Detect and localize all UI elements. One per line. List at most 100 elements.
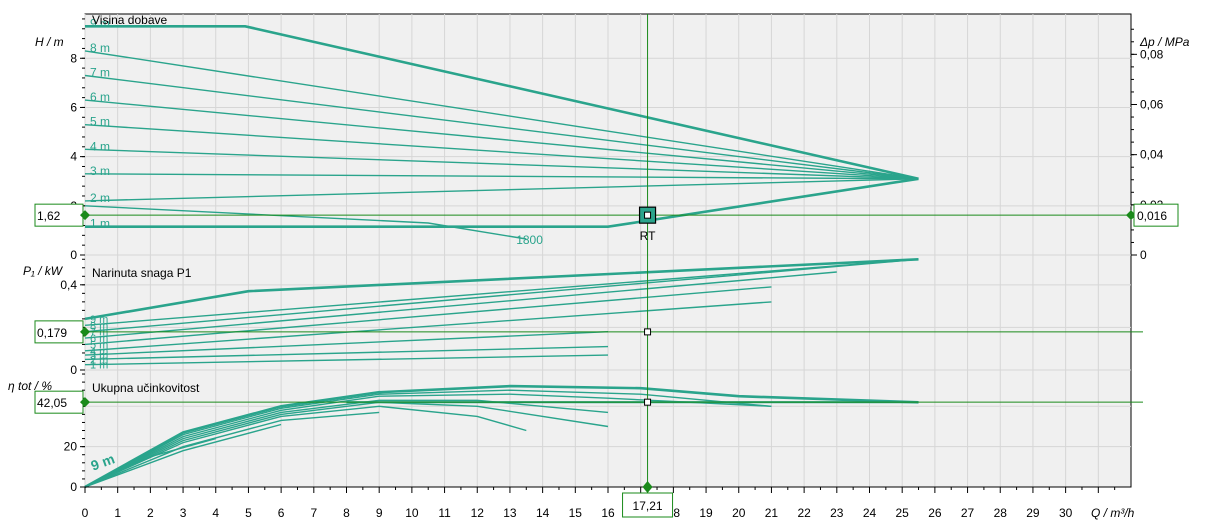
curve-label: 1800 bbox=[516, 233, 543, 247]
operating-y-value: 0,179 bbox=[37, 326, 67, 340]
x-tick-label: 7 bbox=[310, 506, 317, 520]
curve-label: 3 m bbox=[90, 164, 110, 178]
series-line bbox=[84, 258, 919, 321]
operating-x-box bbox=[622, 492, 674, 518]
efficiency-curve-label: 9 m bbox=[89, 450, 117, 473]
operating-x-value: 17,21 bbox=[633, 499, 663, 513]
x-tick-label: 1 bbox=[114, 506, 121, 520]
operating-markers[interactable]: 17,21 1,62 0,179 42,05 0,016 RT bbox=[34, 14, 1179, 518]
curve-label: 7 m bbox=[90, 65, 110, 79]
x-tick-label: 10 bbox=[405, 506, 419, 520]
series-line bbox=[84, 354, 609, 366]
series-line bbox=[84, 258, 919, 333]
series-line bbox=[84, 173, 919, 180]
series-line bbox=[84, 124, 919, 180]
x-tick-label: 23 bbox=[830, 506, 844, 520]
x-tick-label: 15 bbox=[569, 506, 583, 520]
y-right-tick-label: 0,08 bbox=[1140, 47, 1164, 61]
y-axis-label: H / m bbox=[35, 35, 64, 49]
operating-point-square bbox=[644, 398, 652, 406]
y-right-tick-label: 0,06 bbox=[1140, 97, 1164, 111]
curve-label: 9 m bbox=[90, 16, 110, 30]
series-line bbox=[84, 331, 609, 356]
operating-y-marker bbox=[80, 326, 90, 337]
curve-label: 8 m bbox=[90, 41, 110, 55]
series-line bbox=[84, 389, 772, 488]
y-tick-label: 8 bbox=[70, 51, 77, 65]
operating-y-marker bbox=[80, 397, 90, 408]
y-tick-label: 6 bbox=[70, 100, 77, 114]
operating-point-square bbox=[644, 328, 652, 336]
series-line bbox=[84, 74, 919, 180]
operating-x-marker bbox=[642, 481, 653, 493]
x-tick-label: 25 bbox=[896, 506, 910, 520]
x-tick-label: 29 bbox=[1026, 506, 1040, 520]
x-tick-label: 20 bbox=[732, 506, 746, 520]
y-tick-label: 0,4 bbox=[60, 278, 77, 292]
series-line bbox=[84, 437, 216, 488]
curve-label: 2 m bbox=[90, 191, 110, 205]
y-axis-right-label: Δp / MPa bbox=[1139, 35, 1190, 49]
x-tick-label: 16 bbox=[601, 506, 615, 520]
power-curve-label: 2 m bbox=[90, 354, 108, 366]
y-axis-label: P₁ / kW bbox=[23, 264, 64, 278]
x-tick-label: 27 bbox=[961, 506, 975, 520]
series-line bbox=[84, 301, 772, 352]
x-tick-label: 28 bbox=[994, 506, 1008, 520]
x-tick-label: 3 bbox=[180, 506, 187, 520]
series-line bbox=[84, 286, 772, 346]
x-tick-label: 9 bbox=[376, 506, 383, 520]
x-tick-label: 4 bbox=[212, 506, 219, 520]
x-tick-label: 14 bbox=[536, 506, 550, 520]
power-curve-label: 5 m bbox=[90, 339, 108, 351]
power-curve-label: 4 m bbox=[90, 346, 108, 358]
power-curve-label: 3 m bbox=[90, 350, 108, 362]
series-line bbox=[84, 271, 837, 339]
curve-label: 4 m bbox=[90, 139, 110, 153]
rt-label: RT bbox=[640, 229, 656, 243]
power-curve-label: 7 m bbox=[90, 327, 108, 339]
x-axis-label: Q / m³/h bbox=[1091, 506, 1135, 520]
series-line bbox=[84, 50, 919, 180]
x-tick-label: 11 bbox=[438, 506, 451, 520]
power-curve-label: 6 m bbox=[90, 333, 108, 345]
series-line bbox=[84, 411, 380, 488]
y-right-tick-label: 0 bbox=[1140, 248, 1147, 262]
x-tick-label: 6 bbox=[278, 506, 285, 520]
curve-label: 5 m bbox=[90, 115, 110, 129]
power-curve-label: 1 m bbox=[90, 360, 108, 372]
series-line bbox=[84, 178, 919, 202]
series-line bbox=[84, 401, 609, 488]
series-line bbox=[85, 177, 919, 228]
y-axis-label: η tot / % bbox=[8, 379, 52, 393]
operating-right-value: 0,016 bbox=[1137, 209, 1167, 223]
operating-right-box bbox=[1133, 203, 1179, 227]
power-curve-label: 9 m bbox=[90, 314, 108, 326]
series-line bbox=[84, 345, 609, 361]
curve-label: 1 m bbox=[90, 217, 110, 231]
y-tick-label: 20 bbox=[64, 440, 78, 454]
y-tick-label: 0 bbox=[70, 480, 77, 494]
y-tick-label: 4 bbox=[70, 150, 77, 164]
y-tick-label: 0 bbox=[70, 363, 77, 377]
series-line bbox=[85, 24, 919, 181]
x-tick-label: 5 bbox=[245, 506, 252, 520]
x-tick-label: 30 bbox=[1059, 506, 1073, 520]
series-line bbox=[84, 205, 527, 240]
x-tick-label: 22 bbox=[797, 506, 811, 520]
series-line bbox=[84, 405, 527, 488]
series-line bbox=[84, 148, 919, 180]
series-line bbox=[84, 423, 282, 488]
x-tick-label: 13 bbox=[503, 506, 517, 520]
series-line bbox=[84, 393, 772, 488]
panel-title: Visina dobave bbox=[92, 13, 167, 27]
x-tick-label: 0 bbox=[82, 506, 89, 520]
x-tick-label: 8 bbox=[343, 506, 350, 520]
operating-y-value: 42,05 bbox=[37, 396, 67, 410]
rt-point-inner bbox=[644, 211, 652, 219]
x-tick-label: 21 bbox=[765, 506, 779, 520]
x-tick-label: 2 bbox=[147, 506, 154, 520]
y-right-tick-label: 0,04 bbox=[1140, 148, 1164, 162]
